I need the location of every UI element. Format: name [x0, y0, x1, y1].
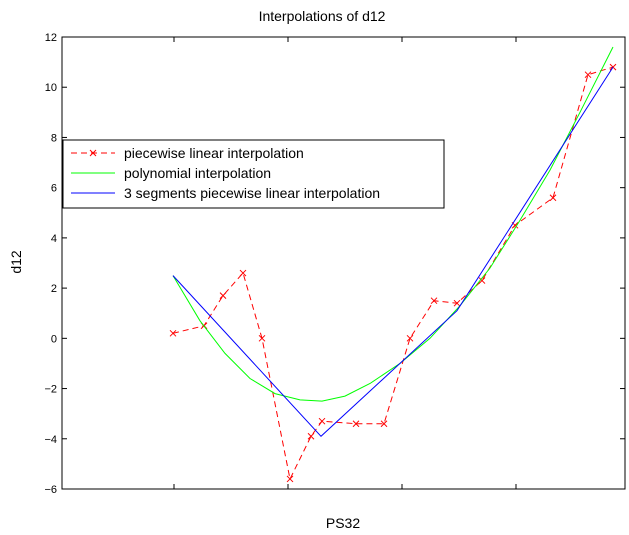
data-point-marker	[219, 292, 227, 299]
y-tick-label: 8	[51, 132, 57, 144]
data-point-marker	[549, 194, 557, 202]
y-tick-label: −4	[44, 434, 57, 446]
legend-label: 3 segments piecewise linear interpolatio…	[124, 185, 380, 201]
x-axis-label: PS32	[326, 515, 360, 531]
data-point-marker	[406, 334, 414, 342]
y-tick-label: 0	[51, 333, 57, 345]
data-point-marker	[352, 420, 360, 428]
legend-marker	[89, 149, 97, 157]
y-tick-label: 12	[45, 32, 57, 44]
data-point-marker	[286, 475, 294, 483]
axis-ticks: −6 −4 −2 0 2 4 6 8 10 12	[44, 32, 625, 496]
data-point-marker	[258, 334, 266, 342]
series-line-2	[172, 46, 614, 402]
legend-label: polynomial interpolation	[124, 165, 271, 181]
data-point-marker	[380, 420, 388, 428]
data-point-marker	[584, 71, 592, 79]
y-tick-label: 4	[51, 233, 57, 245]
plot-area	[61, 36, 626, 490]
legend-box	[62, 139, 445, 209]
series-line-1	[172, 66, 614, 481]
y-tick-label: 2	[51, 283, 57, 295]
y-tick-label: −6	[44, 484, 57, 496]
y-axis-label: d12	[8, 250, 24, 274]
data-point-marker	[478, 277, 486, 284]
data-point-marker	[169, 329, 177, 337]
series-line-3	[172, 66, 614, 438]
legend: piecewise linear interpolation polynomial…	[62, 139, 445, 209]
data-point-marker	[239, 269, 247, 277]
data-point-marker	[430, 297, 438, 305]
legend-label: piecewise linear interpolation	[124, 145, 304, 161]
series-layer	[169, 46, 617, 483]
y-tick-label: −2	[44, 384, 57, 396]
data-point-marker	[307, 432, 315, 440]
chart-title: Interpolations of d12	[259, 8, 386, 24]
y-tick-label: 6	[51, 183, 57, 195]
data-point-marker	[453, 299, 461, 307]
y-tick-label: 10	[45, 82, 57, 94]
data-point-marker	[318, 417, 326, 425]
